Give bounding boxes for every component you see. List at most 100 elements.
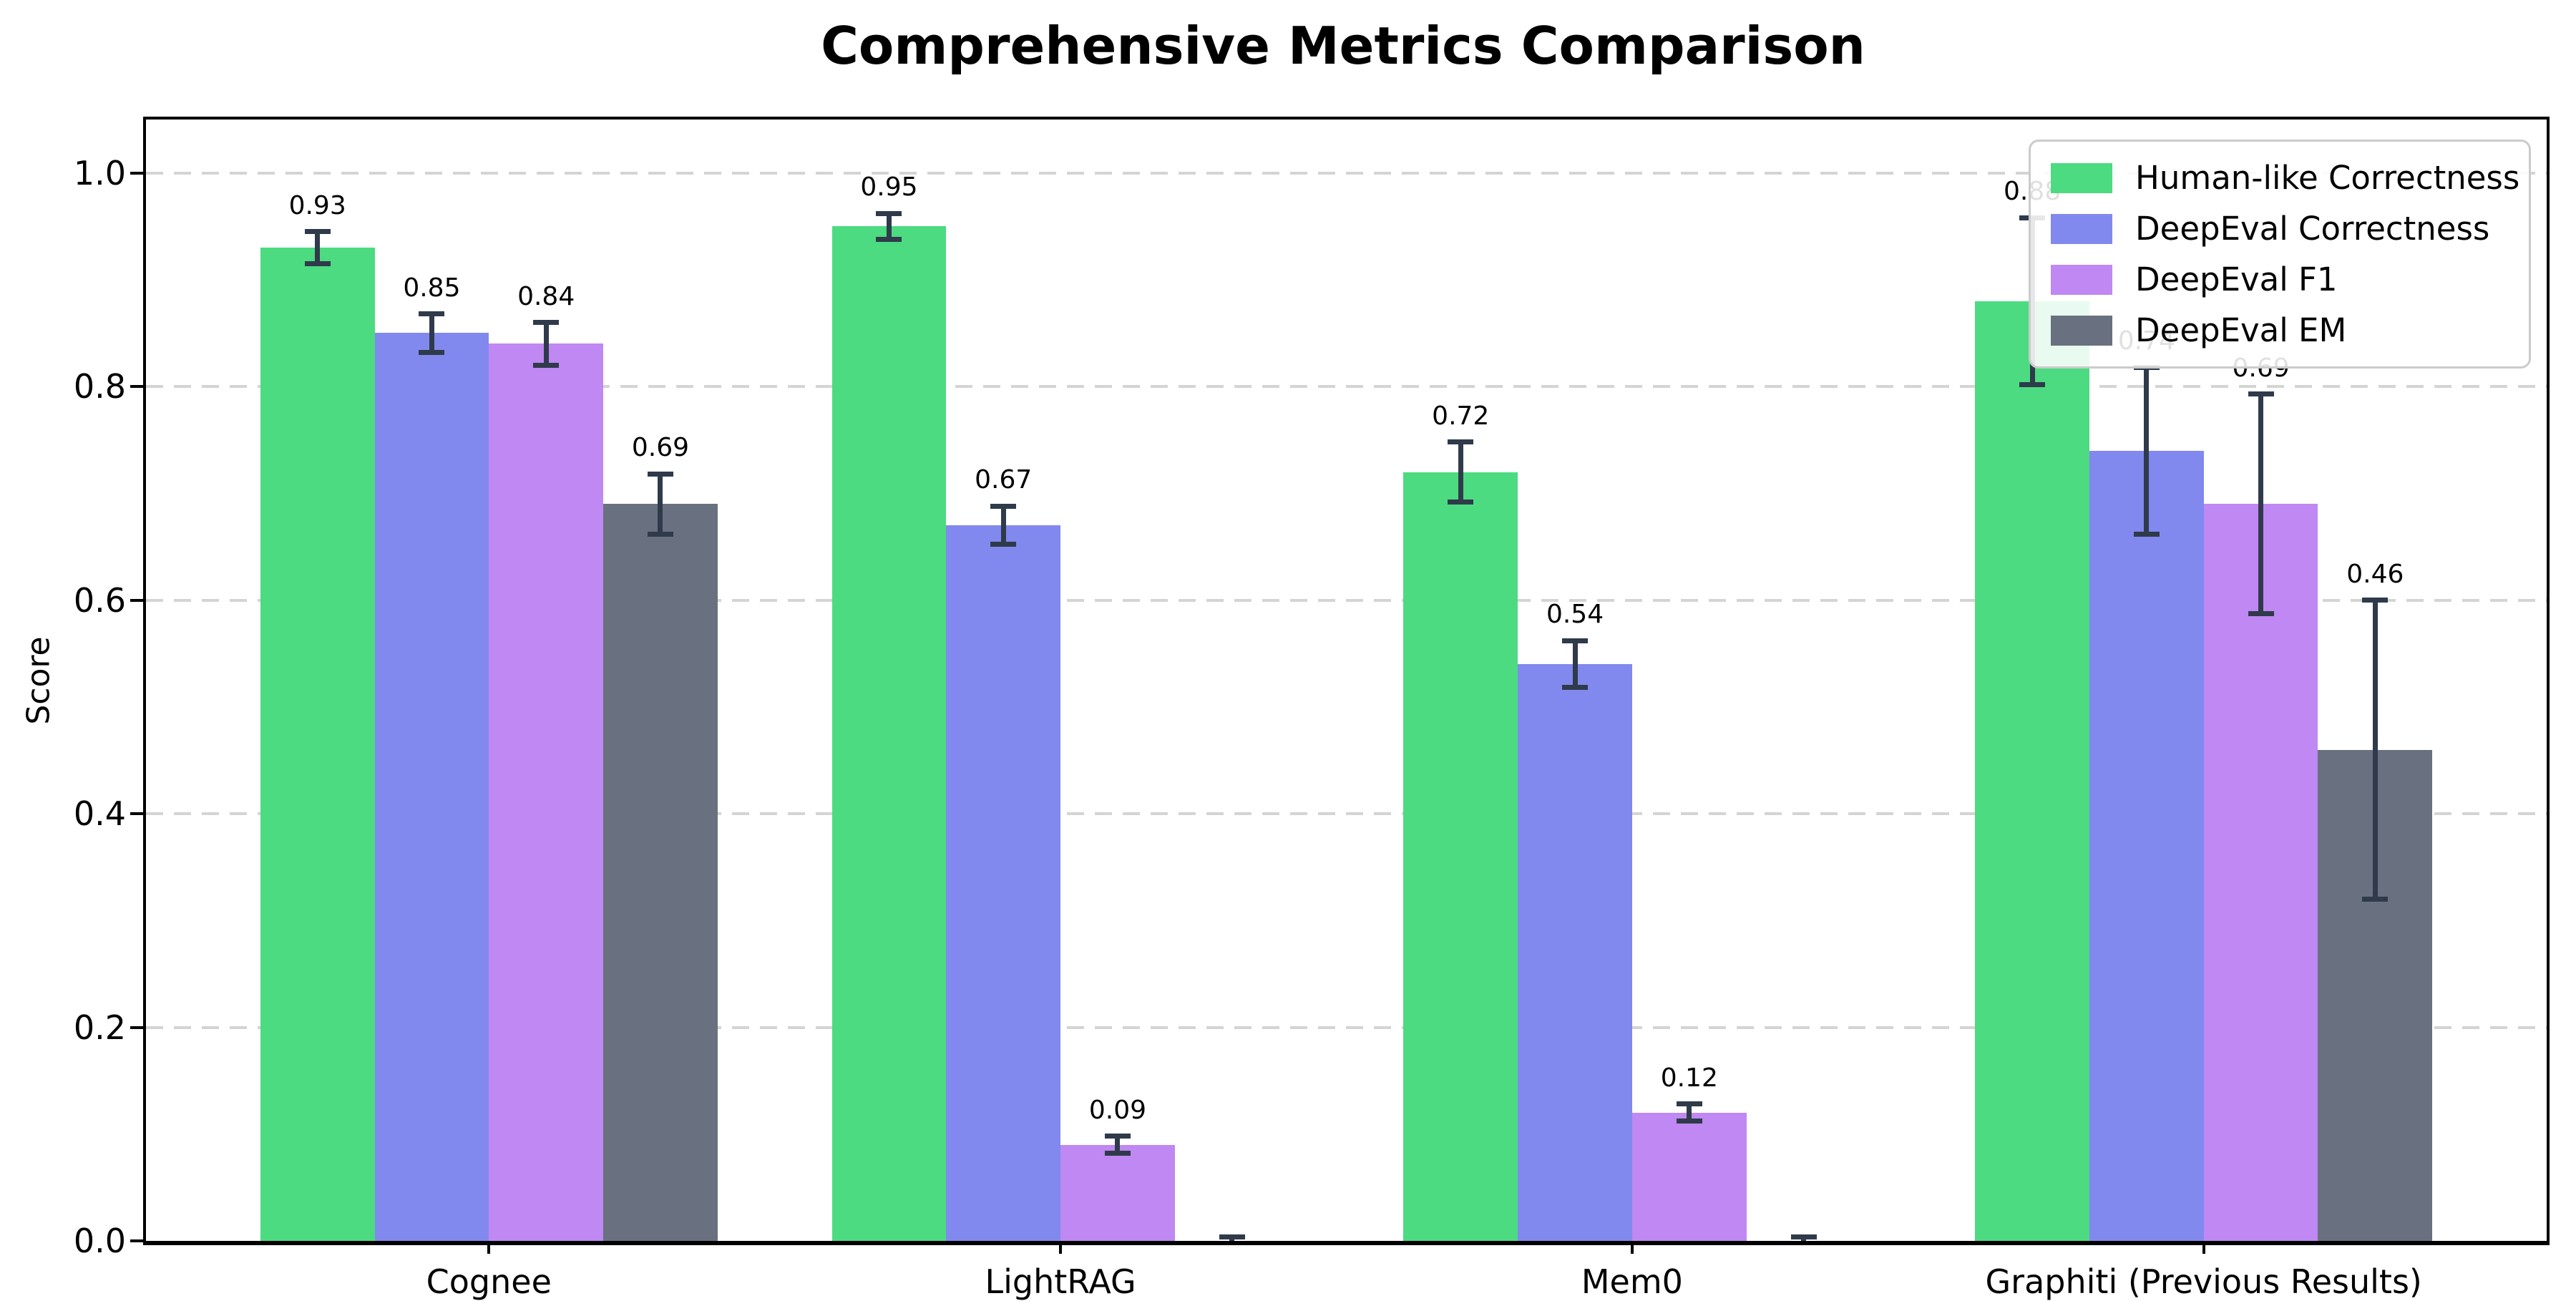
legend-label: Human-like Correctness [2135, 159, 2520, 197]
y-tick-label: 0.2 [73, 1008, 126, 1047]
error-bar-cap [2133, 531, 2160, 537]
error-bar-cap [990, 542, 1017, 547]
x-tick-label: Cognee [426, 1262, 552, 1301]
error-bar-cap [2362, 598, 2389, 603]
bar [260, 248, 375, 1241]
error-bar-cap [990, 503, 1017, 509]
error-bar-line [1115, 1136, 1121, 1154]
value-label: 0.93 [288, 190, 346, 220]
y-tick-label: 1.0 [73, 153, 126, 193]
error-bar-cap [876, 236, 902, 242]
error-bar-line [1687, 1103, 1692, 1121]
x-tick-mark [1630, 1241, 1634, 1254]
gridline [146, 812, 2547, 816]
value-label: 0.72 [1432, 401, 1490, 431]
error-bar-cap [1104, 1134, 1131, 1139]
bar [603, 504, 718, 1241]
y-tick-mark [130, 1239, 143, 1242]
gridline [146, 1025, 2547, 1029]
y-tick-label: 0.8 [73, 367, 126, 406]
error-bar-line [429, 313, 434, 353]
value-label: 0.46 [2346, 559, 2404, 589]
error-bar-line [2372, 600, 2378, 900]
bar [1403, 472, 1518, 1241]
legend-swatch [2051, 213, 2112, 244]
bar [1631, 1112, 1747, 1241]
y-tick-label: 0.4 [73, 794, 126, 834]
error-bar-cap [2248, 391, 2274, 397]
error-bar-cap [533, 320, 560, 326]
y-tick-mark [130, 598, 143, 602]
legend-label: DeepEval Correctness [2135, 210, 2490, 248]
error-bar-cap [1448, 499, 1474, 505]
gridline [146, 171, 2547, 175]
bar [1060, 1144, 1175, 1241]
error-bar-cap [1562, 638, 1589, 643]
error-bar-cap [1104, 1151, 1131, 1156]
y-tick-mark [130, 812, 143, 816]
chart-title: Comprehensive Metrics Comparison [821, 16, 1865, 76]
error-bar-line [886, 213, 892, 240]
legend-swatch [2051, 162, 2112, 193]
bar [2089, 450, 2204, 1241]
value-label: 0.67 [975, 465, 1033, 495]
value-label: 0.95 [860, 172, 918, 203]
legend: Human-like Correctness DeepEval Correctne… [2029, 140, 2531, 369]
error-bar-line [2258, 394, 2264, 614]
legend-item: DeepEval Correctness [2051, 210, 2514, 248]
error-bar-line [1000, 506, 1006, 545]
error-bar-cap [2248, 611, 2274, 617]
error-bar-cap [419, 311, 445, 317]
legend-swatch [2051, 264, 2112, 295]
error-bar-cap [1676, 1119, 1702, 1124]
y-tick-mark [130, 385, 143, 389]
legend-swatch [2051, 315, 2112, 346]
y-axis-label: Score [20, 635, 57, 725]
x-tick-label: Graphiti (Previous Results) [1985, 1262, 2422, 1301]
x-tick-mark [487, 1241, 491, 1254]
x-tick-mark [1059, 1241, 1063, 1254]
error-bar-line [2144, 367, 2150, 535]
error-bar-cap [647, 471, 673, 477]
value-label: 0.85 [403, 273, 461, 303]
error-bar-line [1572, 640, 1578, 688]
y-tick-mark [130, 1025, 143, 1029]
error-bar-line [1458, 442, 1463, 502]
plot-area: Score Human-like Correctness DeepEval Cor… [21, 117, 2550, 1301]
bar [489, 343, 604, 1241]
value-label: 0.84 [517, 281, 575, 311]
error-bar-line [315, 231, 321, 264]
value-label: 0.09 [1088, 1095, 1147, 1125]
x-tick-mark [2202, 1241, 2205, 1254]
error-bar-cap [1448, 439, 1474, 445]
value-label: 0.54 [1546, 600, 1604, 630]
error-bar-cap [647, 531, 673, 537]
error-bar-cap [533, 362, 560, 368]
y-tick-label: 0.0 [73, 1222, 126, 1260]
error-bar-cap [876, 210, 902, 216]
gridline [146, 385, 2547, 389]
x-tick-label: Mem0 [1581, 1262, 1683, 1301]
bar [946, 525, 1061, 1241]
legend-label: DeepEval EM [2135, 311, 2347, 349]
bar [374, 333, 489, 1241]
bar [1518, 664, 1632, 1241]
legend-item: DeepEval F1 [2051, 260, 2514, 298]
legend-item: DeepEval EM [2051, 311, 2514, 349]
value-label: 0.69 [631, 433, 689, 463]
y-tick-label: 0.6 [73, 580, 126, 620]
y-tick-mark [130, 171, 143, 175]
error-bar-line [658, 474, 663, 535]
error-bar-cap [304, 260, 331, 266]
error-bar-cap [1676, 1101, 1702, 1107]
value-label: 0.12 [1660, 1063, 1718, 1093]
error-bar-cap [419, 349, 445, 355]
error-bar-line [543, 322, 549, 366]
error-bar-cap [2019, 381, 2046, 387]
error-bar-cap [304, 229, 331, 235]
legend-item: Human-like Correctness [2051, 159, 2519, 197]
bar [2203, 504, 2318, 1241]
gridline [146, 598, 2547, 602]
error-bar-cap [1562, 685, 1589, 691]
